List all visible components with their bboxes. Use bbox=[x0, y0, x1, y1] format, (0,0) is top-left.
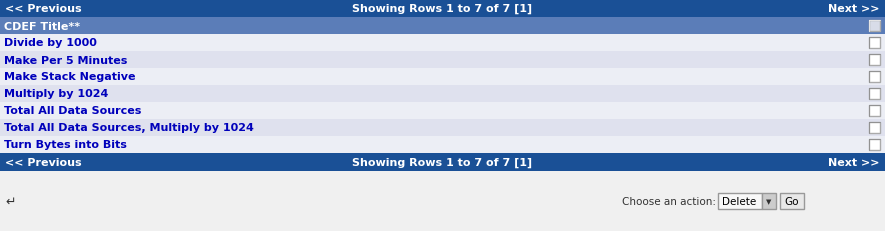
Text: Make Stack Negative: Make Stack Negative bbox=[4, 72, 135, 82]
Bar bbox=[869, 55, 880, 66]
Bar bbox=[869, 72, 880, 83]
Bar bbox=[869, 122, 880, 134]
Bar bbox=[869, 38, 880, 49]
Bar bbox=[869, 106, 880, 116]
Text: Next >>: Next >> bbox=[828, 4, 880, 14]
Bar bbox=[869, 21, 880, 32]
Text: Multiply by 1024: Multiply by 1024 bbox=[4, 89, 108, 99]
Text: Showing Rows 1 to 7 of 7 [1]: Showing Rows 1 to 7 of 7 [1] bbox=[352, 157, 533, 167]
Text: Go: Go bbox=[785, 196, 799, 206]
Text: Turn Bytes into Bits: Turn Bytes into Bits bbox=[4, 140, 127, 150]
Text: Divide by 1000: Divide by 1000 bbox=[4, 38, 96, 48]
Bar bbox=[0, 35, 885, 52]
Bar bbox=[780, 193, 804, 209]
Bar bbox=[0, 171, 885, 231]
Text: ▼: ▼ bbox=[766, 198, 772, 204]
Text: Showing Rows 1 to 7 of 7 [1]: Showing Rows 1 to 7 of 7 [1] bbox=[352, 4, 533, 14]
Text: Delete: Delete bbox=[722, 196, 757, 206]
Text: ↵: ↵ bbox=[5, 195, 16, 208]
Text: Choose an action:: Choose an action: bbox=[622, 196, 716, 206]
Bar bbox=[0, 119, 885, 137]
Bar bbox=[0, 103, 885, 119]
Bar bbox=[869, 139, 880, 150]
Bar bbox=[0, 0, 885, 18]
Text: Total All Data Sources, Multiply by 1024: Total All Data Sources, Multiply by 1024 bbox=[4, 123, 254, 133]
Bar bbox=[0, 52, 885, 69]
Bar bbox=[0, 153, 885, 171]
Bar bbox=[869, 89, 880, 100]
Text: Next >>: Next >> bbox=[828, 157, 880, 167]
Text: Make Per 5 Minutes: Make Per 5 Minutes bbox=[4, 55, 127, 65]
Bar bbox=[762, 193, 776, 209]
Text: Total All Data Sources: Total All Data Sources bbox=[4, 106, 142, 116]
Bar bbox=[718, 193, 762, 209]
Text: CDEF Title**: CDEF Title** bbox=[4, 21, 81, 31]
Text: << Previous: << Previous bbox=[5, 157, 81, 167]
Bar bbox=[0, 86, 885, 103]
Bar bbox=[0, 69, 885, 86]
Bar bbox=[0, 137, 885, 153]
Bar bbox=[0, 18, 885, 35]
Text: << Previous: << Previous bbox=[5, 4, 81, 14]
